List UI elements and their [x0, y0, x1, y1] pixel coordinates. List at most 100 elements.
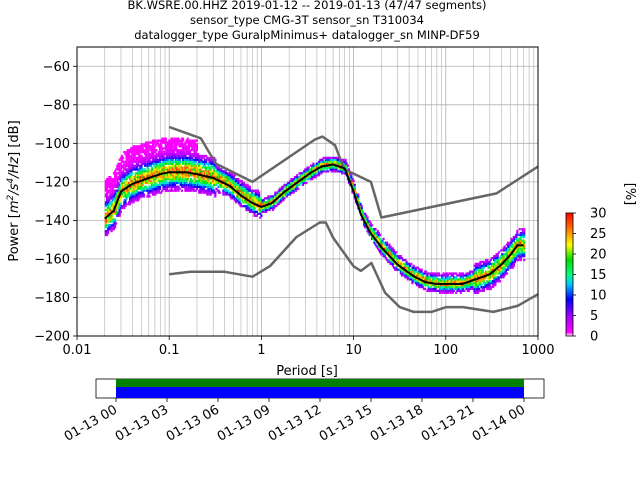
density-cell — [244, 191, 247, 194]
density-cell — [185, 185, 188, 188]
density-cell — [140, 195, 143, 198]
density-cell — [193, 189, 196, 192]
density-cell — [233, 185, 237, 188]
density-cell — [135, 185, 139, 188]
density-cell — [436, 285, 439, 289]
density-cell — [153, 183, 156, 187]
density-cell — [139, 178, 142, 181]
density-cell — [373, 239, 376, 242]
density-cell — [300, 174, 303, 177]
density-cell — [150, 185, 154, 188]
density-cell — [203, 183, 207, 187]
density-cell — [321, 168, 324, 171]
density-cell — [178, 154, 181, 158]
density-cell — [130, 147, 133, 150]
density-cell — [360, 208, 363, 212]
density-cell — [450, 274, 453, 277]
density-cell — [195, 152, 199, 156]
density-cell — [228, 176, 231, 179]
density-cell — [185, 187, 188, 190]
density-cell — [108, 224, 111, 227]
density-cell — [183, 151, 186, 154]
density-cell — [194, 152, 197, 156]
density-cell — [458, 289, 461, 292]
density-cell — [405, 274, 408, 277]
density-cell — [357, 195, 360, 198]
density-cell — [511, 253, 514, 256]
timeline-tick-label: 01-13 15 — [317, 402, 375, 444]
density-cell — [517, 239, 520, 242]
density-cell — [153, 158, 156, 161]
density-cell — [164, 162, 167, 165]
density-cell — [126, 151, 129, 154]
density-cell — [309, 168, 313, 171]
density-cell — [111, 178, 114, 181]
density-cell — [391, 249, 394, 252]
density-cell — [339, 170, 343, 173]
density-cell — [150, 187, 154, 190]
density-cell — [317, 164, 321, 167]
density-cell — [128, 151, 132, 154]
density-cell — [133, 158, 136, 161]
density-cell — [137, 149, 140, 152]
density-cell — [516, 230, 519, 233]
timeline-tick-label: 01-13 06 — [164, 402, 222, 444]
density-cell — [496, 257, 499, 260]
density-cell — [509, 257, 512, 260]
density-cell — [179, 151, 182, 154]
density-cell — [161, 137, 164, 140]
density-cell — [157, 183, 160, 187]
density-cell — [298, 181, 301, 185]
density-cell — [152, 160, 155, 163]
density-cell — [249, 193, 253, 196]
density-cell — [366, 216, 369, 219]
density-cell — [104, 203, 107, 206]
density-cell — [513, 249, 517, 252]
x-tick-label: 0.01 — [63, 343, 92, 358]
density-cell — [127, 193, 131, 196]
density-cell — [481, 266, 484, 269]
density-cell — [322, 170, 325, 173]
density-cell — [445, 272, 449, 275]
density-cell — [175, 166, 178, 169]
density-cell — [516, 253, 519, 256]
density-cell — [331, 156, 334, 160]
density-cell — [110, 197, 113, 200]
density-cell — [177, 168, 180, 171]
density-cell — [460, 278, 464, 281]
density-cell — [376, 245, 379, 248]
density-cell — [382, 255, 385, 258]
density-cell — [385, 258, 389, 262]
density-cell — [170, 139, 173, 142]
density-cell — [226, 181, 230, 185]
density-cell — [500, 274, 503, 277]
density-cell — [193, 178, 196, 181]
density-cell — [226, 174, 230, 177]
density-cell — [130, 181, 133, 185]
density-cell — [480, 285, 483, 289]
density-cell — [148, 145, 151, 148]
density-cell — [113, 220, 117, 223]
density-cell — [343, 170, 346, 173]
density-cell — [134, 149, 137, 152]
density-cell — [247, 208, 250, 212]
density-cell — [259, 212, 262, 215]
density-cell — [399, 272, 402, 275]
density-cell — [441, 274, 444, 277]
density-cell — [296, 183, 299, 187]
density-cell — [161, 141, 164, 144]
density-cell — [481, 280, 484, 283]
density-cell — [234, 201, 238, 204]
density-cell — [291, 181, 294, 185]
density-cell — [230, 183, 233, 187]
density-cell — [489, 276, 492, 279]
density-cell — [192, 181, 195, 185]
density-cell — [506, 258, 510, 262]
density-cell — [134, 185, 137, 188]
density-cell — [200, 181, 203, 185]
density-cell — [243, 201, 246, 204]
density-cell — [152, 168, 155, 171]
density-cell — [440, 280, 443, 283]
density-cell — [226, 185, 230, 188]
density-cell — [202, 176, 205, 179]
